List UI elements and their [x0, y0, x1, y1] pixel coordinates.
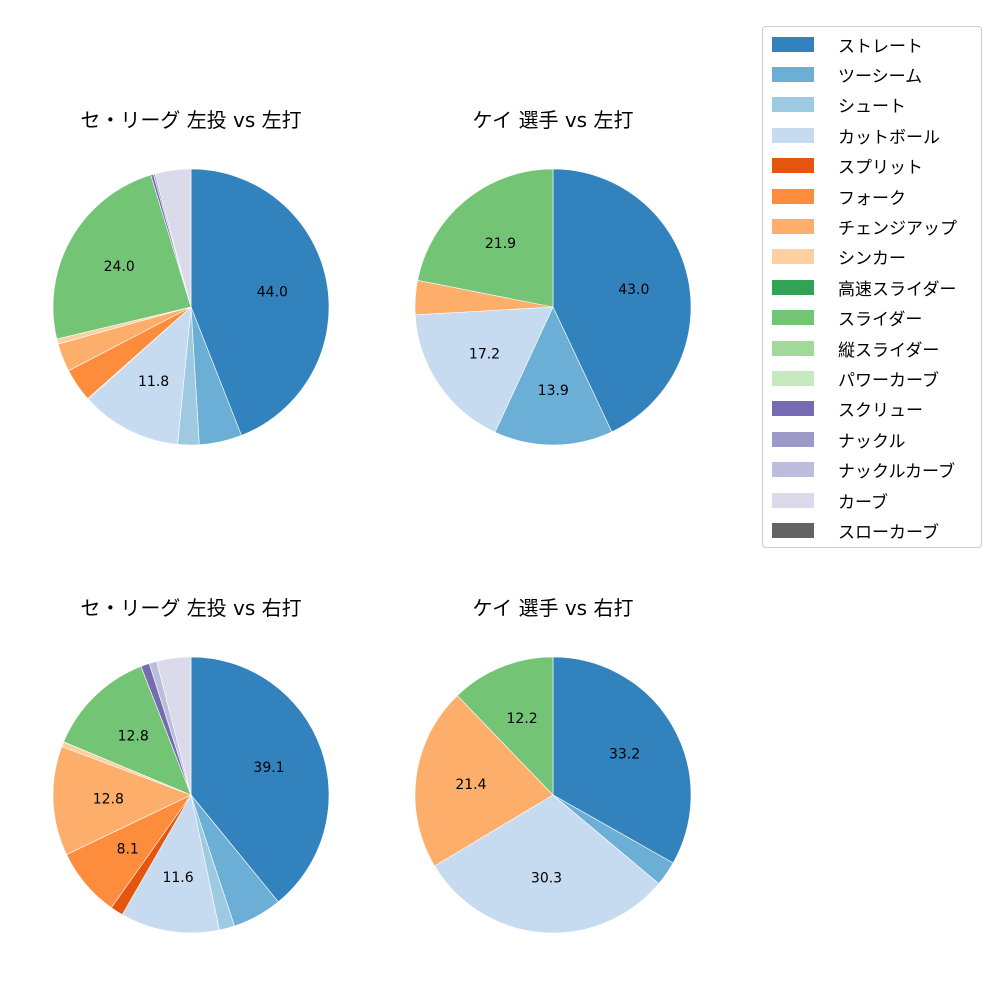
- legend-swatch: [772, 218, 814, 234]
- legend-item: フォーク: [772, 186, 906, 209]
- pie: 44.0 11.8 24.0: [52, 168, 330, 446]
- legend-item: 高速スライダー: [772, 277, 957, 300]
- legend-item: スライダー: [772, 308, 923, 331]
- slice-value-label: 30.3: [531, 871, 562, 887]
- legend-swatch: [772, 431, 814, 447]
- pie-slice: [121, 794, 220, 934]
- legend-item: シュート: [772, 95, 906, 118]
- legend-swatch: [772, 97, 814, 113]
- legend-swatch: [772, 370, 814, 386]
- legend-label: チェンジアップ: [838, 218, 957, 239]
- legend-swatch: [772, 492, 814, 508]
- slice-value-label: 21.9: [485, 236, 516, 252]
- legend-item: シンカー: [772, 247, 906, 270]
- pie-slice: [434, 794, 660, 934]
- legend-item: カーブ: [772, 490, 888, 513]
- legend-label: スプリット: [838, 158, 923, 179]
- legend-label: ストレート: [838, 36, 923, 57]
- legend-item: ストレート: [772, 34, 923, 57]
- legend-label: ナックル: [838, 431, 906, 452]
- legend-label: スローカーブ: [838, 522, 939, 543]
- legend-item: 縦スライダー: [772, 338, 940, 361]
- chart-title-kei-vs-right: ケイ 選手 vs 右打: [472, 596, 634, 620]
- legend-label: フォーク: [838, 188, 906, 209]
- legend-label: 縦スライダー: [838, 340, 940, 361]
- slice-value-label: 12.2: [506, 711, 537, 727]
- legend-label: スライダー: [838, 310, 923, 331]
- slice-value-label: 44.0: [257, 285, 288, 301]
- legend-swatch: [772, 340, 814, 356]
- chart-title-league-vs-right: セ・リーグ 左投 vs 右打: [80, 596, 302, 620]
- legend-item: スローカーブ: [772, 520, 939, 543]
- legend-label: カーブ: [838, 492, 888, 513]
- chart-title-league-vs-left: セ・リーグ 左投 vs 左打: [80, 108, 302, 132]
- legend-item: チェンジアップ: [772, 216, 957, 239]
- slice-value-label: 11.6: [162, 870, 193, 886]
- slice-value-label: 39.1: [253, 760, 284, 776]
- legend-swatch: [772, 127, 814, 143]
- pie-slice: [154, 168, 192, 308]
- slice-value-label: 43.0: [618, 282, 649, 298]
- slice-value-label: 17.2: [469, 347, 500, 363]
- legend-swatch: [772, 249, 814, 265]
- slice-value-label: 8.1: [117, 841, 139, 857]
- legend-label: スクリュー: [838, 401, 923, 422]
- pie: 39.1 11.6 8.1 12.8 12.8: [52, 656, 330, 934]
- legend-swatch: [772, 188, 814, 204]
- legend-label: カットボール: [838, 127, 940, 148]
- legend-item: スクリュー: [772, 399, 923, 422]
- legend-label: 高速スライダー: [838, 279, 957, 300]
- legend-item: パワーカーブ: [772, 368, 939, 391]
- legend-swatch: [772, 36, 814, 52]
- pie: 33.2 30.3 21.4 12.2: [414, 656, 692, 934]
- legend: ストレートツーシームシュートカットボール スプリットフォークチェンジアップ シンカー…: [762, 26, 982, 548]
- pie-slice: [552, 656, 692, 864]
- pie-slice: [63, 665, 192, 796]
- legend-swatch: [772, 310, 814, 326]
- legend-item: ナックルカーブ: [772, 460, 955, 483]
- slice-value-label: 11.8: [138, 374, 169, 390]
- pie-slice: [494, 306, 613, 446]
- pie-slice: [190, 168, 330, 436]
- legend-item: ナックル: [772, 429, 906, 452]
- pie-slice: [456, 656, 554, 796]
- legend-swatch: [772, 279, 814, 295]
- pie-slice: [87, 306, 192, 445]
- chart-title-kei-vs-left: ケイ 選手 vs 左打: [472, 108, 634, 132]
- pie-slice: [552, 168, 692, 433]
- legend-label: ツーシーム: [838, 66, 923, 87]
- pie-slice: [52, 174, 192, 340]
- pie-slice: [190, 656, 330, 903]
- pie-slice: [414, 695, 554, 867]
- slice-value-label: 21.4: [455, 777, 486, 793]
- slice-value-label: 24.0: [104, 259, 135, 275]
- slice-value-label: 13.9: [538, 383, 569, 399]
- legend-item: スプリット: [772, 156, 923, 179]
- slice-value-label: 12.8: [93, 792, 124, 808]
- pie: 43.0 13.9 17.2 21.9: [414, 168, 692, 446]
- pie-slice: [156, 656, 192, 796]
- legend-swatch: [772, 462, 814, 478]
- legend-swatch: [772, 522, 814, 538]
- pie-slice: [417, 168, 554, 308]
- slice-value-label: 33.2: [609, 746, 640, 762]
- legend-label: シンカー: [838, 249, 906, 270]
- legend-label: パワーカーブ: [838, 370, 939, 391]
- pie-slice: [414, 306, 554, 433]
- legend-label: シュート: [838, 97, 906, 118]
- legend-swatch: [772, 401, 814, 417]
- pie-slice: [52, 746, 192, 855]
- legend-item: ツーシーム: [772, 64, 923, 87]
- legend-label: ナックルカーブ: [838, 462, 955, 483]
- legend-item: カットボール: [772, 125, 940, 148]
- legend-swatch: [772, 158, 814, 174]
- slice-value-label: 12.8: [118, 729, 149, 745]
- legend-swatch: [772, 66, 814, 82]
